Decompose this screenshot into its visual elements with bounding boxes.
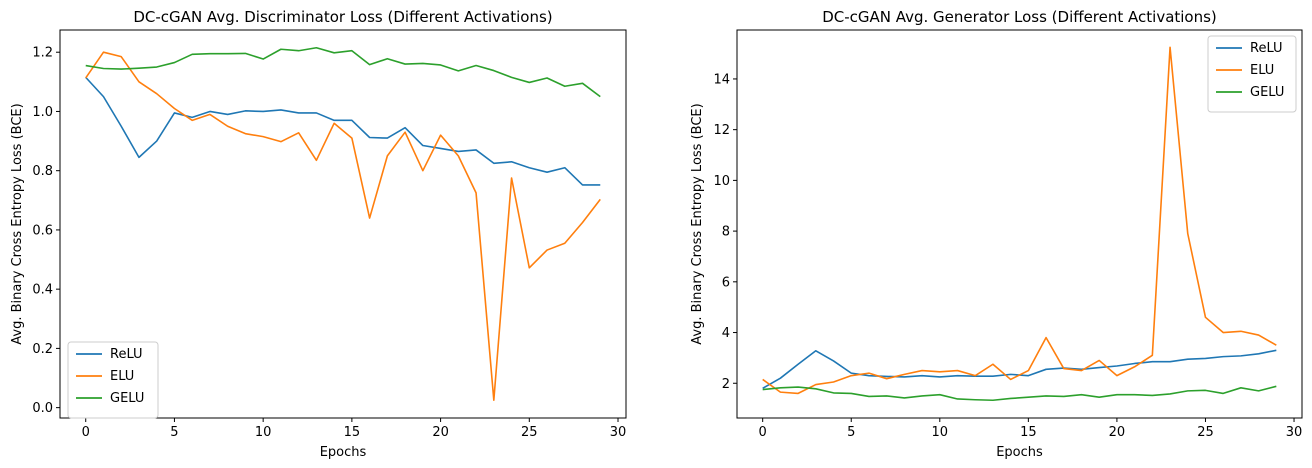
plot-frame (59, 29, 627, 419)
series-line-relu (85, 76, 601, 186)
series-line-gelu (762, 385, 1277, 402)
legend: ReLU ELU GELU (1207, 35, 1297, 113)
x-tick-label: 0 (82, 425, 90, 440)
y-tick-label: 0.4 (32, 283, 53, 298)
legend-label-elu: ELU (1250, 63, 1274, 78)
x-tick-label: 25 (1197, 425, 1214, 440)
y-tick-label: 8 (722, 225, 730, 240)
legend-label-elu: ELU (110, 369, 134, 384)
x-tick-label: 10 (255, 425, 272, 440)
x-tick-label: 5 (847, 425, 855, 440)
y-tick-label: 12 (713, 123, 730, 138)
legend: ReLU ELU GELU (67, 341, 159, 419)
y-tick-label: 1.0 (32, 105, 53, 120)
x-tick-label: 30 (1286, 425, 1303, 440)
x-tick-label: 20 (1109, 425, 1126, 440)
y-tick-label: 4 (722, 326, 730, 341)
x-tick-label: 25 (521, 425, 538, 440)
chart-1: DC-cGAN Avg. Discriminator Loss (Differe… (10, 8, 627, 460)
y-axis-label: Avg. Binary Cross Entropy Loss (BCE) (690, 103, 705, 344)
legend-label-relu: ReLU (110, 347, 143, 362)
legend-box (67, 341, 159, 419)
y-tick-label: 14 (713, 72, 730, 87)
x-tick-label: 5 (170, 425, 178, 440)
x-tick-label: 15 (1020, 425, 1037, 440)
series-line-elu (85, 51, 601, 402)
y-tick-label: 6 (722, 275, 730, 290)
y-tick-label: 10 (713, 174, 730, 189)
plot-frame (736, 29, 1303, 419)
x-tick-label: 30 (610, 425, 627, 440)
legend-label-gelu: GELU (110, 391, 144, 406)
x-tick-label: 0 (759, 425, 767, 440)
series-line-gelu (85, 46, 601, 98)
y-tick-label: 2 (722, 377, 730, 392)
y-tick-label: 0.0 (32, 401, 53, 416)
y-tick-label: 0.6 (32, 223, 53, 238)
series-line-elu (762, 46, 1277, 395)
series-line-relu (762, 349, 1277, 390)
chart-2: DC-cGAN Avg. Generator Loss (Different A… (690, 8, 1303, 460)
chart-title: DC-cGAN Avg. Generator Loss (Different A… (822, 8, 1217, 26)
y-tick-label: 0.8 (32, 164, 53, 179)
y-tick-label: 1.2 (32, 46, 53, 61)
x-axis-label: Epochs (996, 445, 1043, 460)
legend-label-gelu: GELU (1250, 85, 1284, 100)
x-axis-label: Epochs (320, 445, 367, 460)
chart-title: DC-cGAN Avg. Discriminator Loss (Differe… (133, 8, 552, 26)
x-tick-label: 20 (432, 425, 449, 440)
y-axis-label: Avg. Binary Cross Entropy Loss (BCE) (10, 103, 25, 344)
x-tick-label: 15 (344, 425, 361, 440)
legend-box (1207, 35, 1297, 113)
y-tick-label: 0.2 (32, 342, 53, 357)
legend-label-relu: ReLU (1250, 41, 1283, 56)
x-tick-label: 10 (932, 425, 949, 440)
